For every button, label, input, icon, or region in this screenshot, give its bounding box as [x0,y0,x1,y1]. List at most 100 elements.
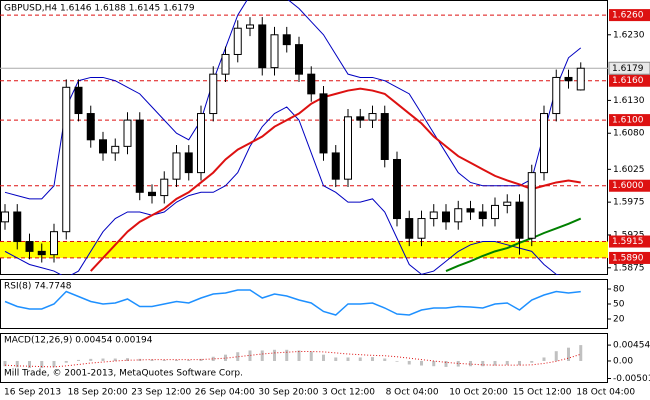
macd-bar [89,358,93,361]
macd-bar [322,354,325,361]
macd-bar [248,350,252,361]
candle-body [282,34,291,46]
indicator-line [4,106,561,275]
x-tick-label: 23 Sep 12:00 [131,388,191,398]
level-box [609,74,650,87]
candle-body [478,211,487,220]
candle-body [13,211,22,243]
y-tick-label: 1.6080 [613,129,645,139]
macd-bar [518,360,521,366]
candle-body [86,113,95,141]
candle-body [356,116,365,121]
candle-body [258,24,267,69]
plot [3,345,583,368]
candle-body [417,218,426,239]
signal-line [4,351,581,368]
panel-title: RSI(8) 74.7748 [4,282,72,292]
candle-body [368,113,377,121]
indicator-line [445,217,582,272]
macd-bar [567,347,570,361]
candle-body [123,119,132,147]
candle-body [527,172,536,239]
candle-body [319,93,328,154]
macd-bar [407,360,411,365]
macd-bar [579,345,583,361]
macd-bar [554,351,558,361]
header: GBPUSD,H4 1.6146 1.6188 1.6145 1.6179 [4,4,195,14]
macd-bar [211,356,215,361]
macd-bar [236,352,240,361]
y-tick-label: 1.5875 [613,263,645,273]
level-box [609,179,650,192]
macd-bar [52,360,56,368]
candle-body [172,152,181,180]
candle-body [491,204,499,220]
indicator-line [90,87,581,272]
macd-bar [530,360,534,363]
level-label: 1.5915 [612,237,644,247]
macd-bar [358,357,362,361]
x-tick-label: 30 Sep 20:00 [258,388,318,398]
level-label: 1.6260 [612,11,644,21]
candle-body [37,250,46,256]
panel-title: MACD(12,26,9) 0.00454 0.00194 [4,336,153,346]
zone [0,241,608,258]
candle-body [270,34,279,69]
macd-bar [3,360,7,367]
x-tick-label: 10 Oct 20:00 [449,388,508,398]
macd-bar [101,358,105,361]
macd-bar [285,349,289,361]
macd-bar [432,360,436,367]
macd-bar [346,357,350,361]
candle-body [295,44,303,75]
level-box [609,114,650,127]
macd-bar [505,360,509,365]
candle-body [209,73,218,115]
candle-body [503,201,512,206]
macd-bar [334,357,338,361]
y-tick-label: 1.6025 [613,165,645,175]
candle-body [331,152,340,180]
indicator-line [4,0,582,200]
macd-bar [64,360,68,363]
macd-bar [113,358,117,361]
x-tick-label: 18 Sep 20:00 [68,388,128,398]
x-tick-label: 15 Oct 12:00 [513,388,572,398]
footer: Mill Trade, © 2001-2013, MetaQuotes Soft… [4,369,243,379]
macd-bar [542,357,546,361]
macd-bar [456,360,460,367]
candle-body [74,86,83,115]
candle-body [429,211,438,220]
plot [0,0,608,275]
level-label: 1.6160 [612,76,644,86]
level-label: 1.6000 [612,181,644,191]
y-tick-label: 1.6230 [613,30,645,40]
y-tick-label: 20 [613,315,625,325]
macd-bar [297,350,301,361]
candle-body [111,145,120,154]
macd-frame [0,333,608,383]
rsi-frame [0,279,608,329]
x-tick-label: 26 Sep 04:00 [195,388,255,398]
candle-body [405,218,414,239]
y-tick-label: 0.00454 [613,341,650,351]
x-tick-label: 16 Sep 2013 [4,388,61,398]
y-tick-label: -0.00501 [613,374,650,384]
macd-bar [420,360,423,366]
x-tick-label: 8 Oct 04:00 [386,388,439,398]
macd-bar [444,360,448,367]
candle-body [246,24,254,29]
level-box [609,251,650,264]
candle-body [552,76,561,115]
candle-body [564,76,573,82]
level-label: 1.6100 [612,116,644,126]
level-box [609,9,650,22]
price-label: 1.6179 [612,64,644,74]
x-tick-label: 18 Oct 04:00 [576,388,635,398]
level-label: 1.5890 [612,253,644,263]
macd-bar [309,351,313,361]
candle-body [184,152,193,174]
macd-bar [175,359,178,361]
candle-body [540,113,548,174]
